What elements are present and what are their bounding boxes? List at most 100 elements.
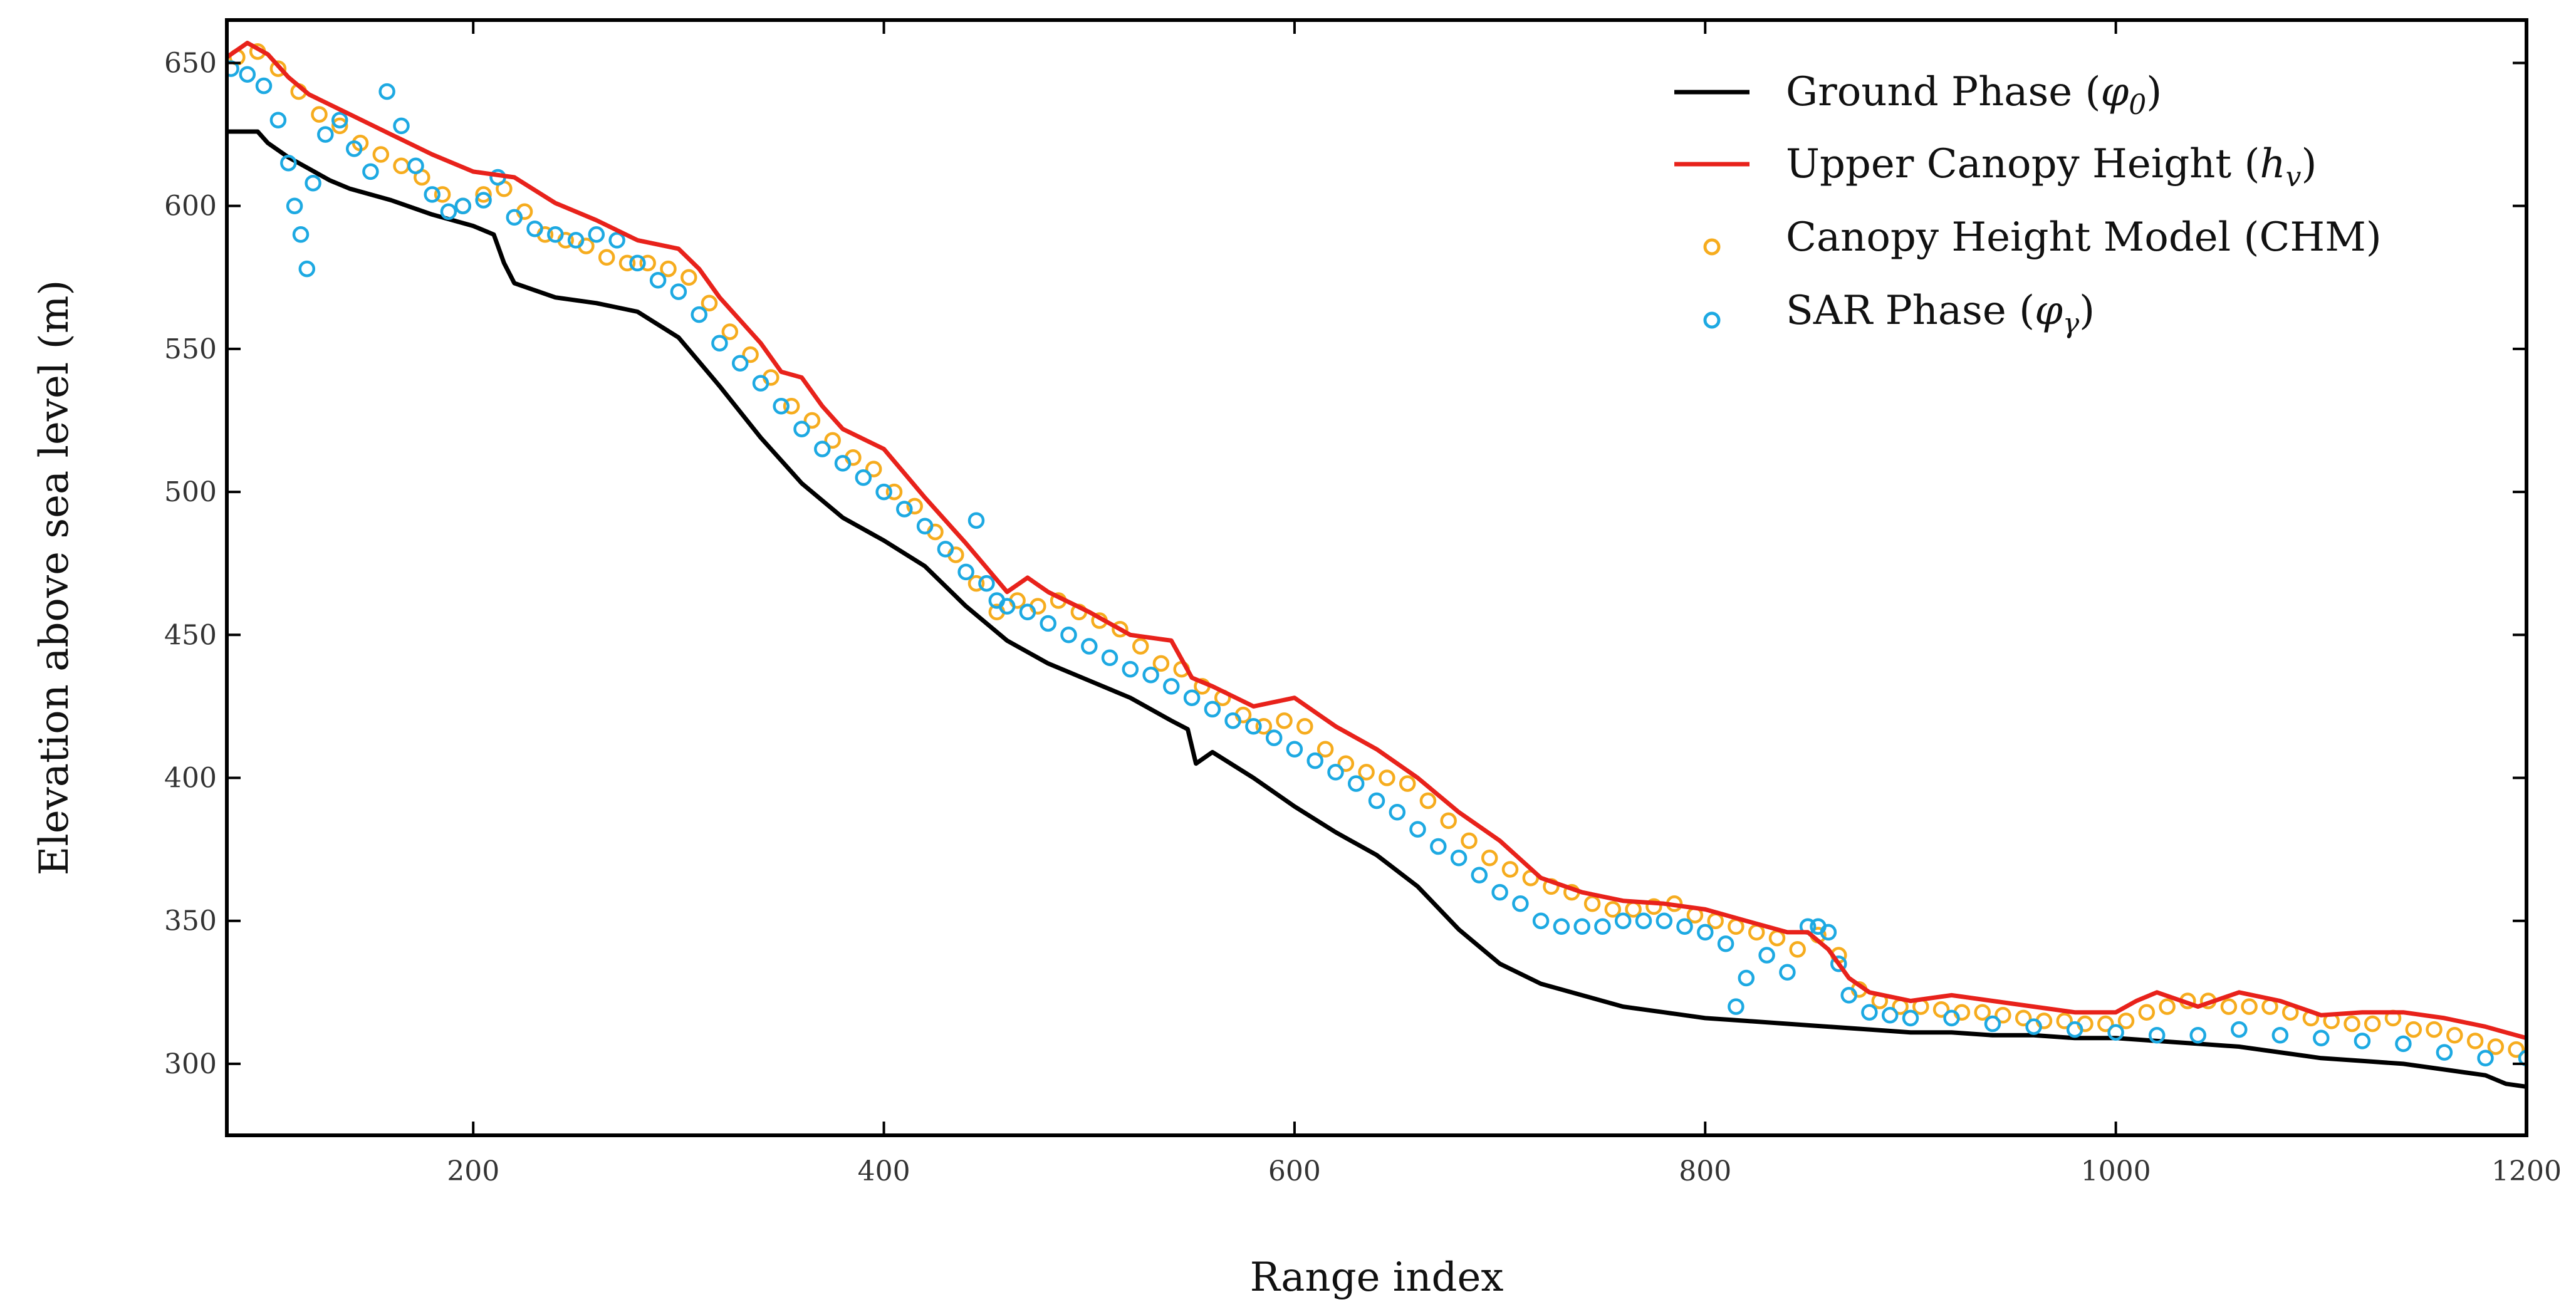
data-point (1481, 850, 1498, 867)
data-point (608, 232, 625, 249)
data-point (2066, 1021, 2083, 1038)
data-point (1932, 1001, 1950, 1018)
data-point (1399, 775, 1416, 792)
data-point (1604, 901, 1622, 918)
data-point (1060, 627, 1077, 643)
legend-item-upper-canopy: Upper Canopy Height (hv) (1674, 141, 2317, 193)
data-point (967, 575, 985, 592)
legend-sar-label: SAR Phase (φγ) (1786, 288, 2095, 340)
data-point (875, 483, 892, 501)
data-point (2426, 1021, 2443, 1038)
data-point (2518, 1049, 2526, 1067)
data-point (2231, 1021, 2248, 1038)
data-point (2508, 1041, 2525, 1058)
data-point (1491, 883, 1508, 901)
data-point (1984, 1015, 2001, 1033)
data-point (2405, 1021, 2422, 1038)
data-point (331, 112, 348, 128)
data-point (1419, 792, 1437, 810)
legend-chm-marker (1703, 238, 1721, 256)
data-point (2466, 1033, 2484, 1049)
data-point (1789, 941, 1806, 958)
data-point (793, 420, 810, 437)
data-point (2148, 1027, 2166, 1044)
data-point (1573, 918, 1590, 935)
x-tick-label: 200 (447, 1155, 499, 1187)
data-point (2477, 1049, 2494, 1067)
data-point (378, 83, 395, 100)
data-point (1317, 741, 1334, 758)
data-point (1758, 947, 1775, 964)
data-point (1132, 638, 1149, 655)
data-point (1471, 867, 1488, 883)
data-point (1276, 712, 1293, 729)
y-tick-label: 450 (164, 619, 217, 651)
data-point (311, 106, 328, 123)
data-point (1635, 912, 1652, 929)
y-axis: 300 350 400 450 500 550 600 650 (164, 47, 2526, 1080)
data-point (885, 483, 903, 501)
y-tick-label: 600 (164, 190, 217, 222)
data-point (2436, 1044, 2453, 1061)
y-tick-label: 500 (164, 476, 217, 508)
data-point (239, 66, 256, 83)
data-point (393, 117, 410, 135)
y-tick-label: 300 (164, 1048, 217, 1080)
data-point (1728, 998, 1744, 1015)
data-point (639, 254, 656, 272)
data-point (1296, 718, 1313, 735)
data-point (2364, 1015, 2381, 1033)
data-point (1974, 1004, 1991, 1021)
data-point (2138, 1004, 2156, 1021)
data-point (2220, 998, 2238, 1015)
data-point (2241, 998, 2258, 1015)
legend-item-chm: Canopy Height Model (CHM) (1703, 214, 2382, 261)
data-point (2015, 1009, 2032, 1027)
data-point (362, 163, 379, 180)
data-point (629, 254, 646, 272)
data-point (2271, 1027, 2289, 1044)
data-point (434, 186, 451, 203)
data-point (1337, 755, 1355, 772)
y-tick-label: 650 (164, 47, 217, 79)
data-point (2344, 1015, 2360, 1033)
data-point (1594, 918, 1611, 935)
data-point (998, 598, 1016, 615)
data-point (1347, 775, 1365, 792)
y-tick-label: 350 (164, 905, 217, 937)
data-point (1553, 918, 1570, 935)
data-point (752, 375, 769, 392)
data-point (1512, 895, 1529, 912)
data-point (2313, 1029, 2330, 1047)
data-point (1738, 969, 1755, 987)
data-point (1717, 935, 1734, 952)
data-point (1532, 912, 1550, 929)
data-point (475, 192, 492, 209)
data-point (1204, 700, 1221, 718)
data-point (1101, 649, 1119, 667)
data-point (588, 226, 605, 243)
data-point (1306, 752, 1323, 769)
data-point (345, 140, 363, 157)
data-point (280, 154, 297, 172)
data-point (331, 117, 348, 135)
x-tick-label: 600 (1268, 1155, 1321, 1187)
data-point (1368, 792, 1385, 810)
data-point (618, 254, 636, 272)
data-point (681, 269, 697, 286)
data-point (292, 226, 310, 243)
x-axis-title: Range index (1250, 1254, 1504, 1301)
data-point (1245, 718, 1262, 735)
data-point (1995, 1007, 2011, 1024)
legend-canopy-label: Upper Canopy Height (hv) (1786, 141, 2317, 193)
data-point (1881, 1007, 1899, 1024)
data-point (967, 512, 985, 529)
data-point (2354, 1033, 2371, 1049)
x-tick-label: 800 (1679, 1155, 1731, 1187)
x-tick-label: 400 (858, 1155, 910, 1187)
data-point (691, 306, 707, 323)
data-point (649, 272, 667, 289)
data-point (1327, 764, 1344, 781)
